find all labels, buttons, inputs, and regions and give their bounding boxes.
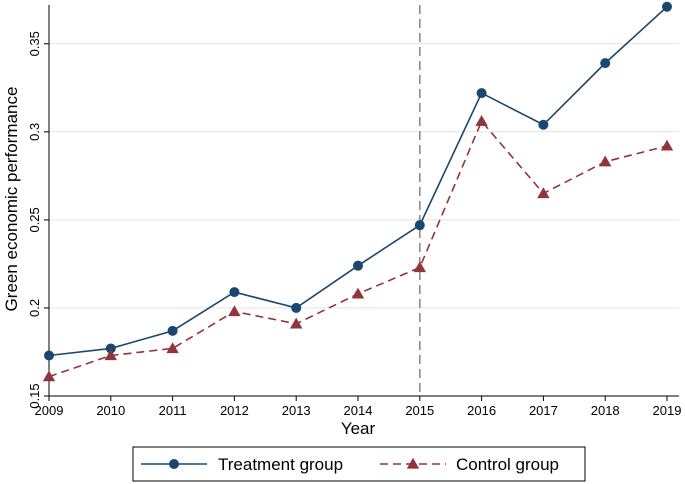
legend-box bbox=[132, 446, 586, 482]
x-tick-label: 2019 bbox=[653, 403, 682, 418]
data-point bbox=[44, 350, 54, 361]
x-tick-label: 2014 bbox=[344, 403, 373, 418]
legend-label: Control group bbox=[456, 455, 559, 474]
data-point bbox=[475, 115, 488, 126]
grid-lines bbox=[49, 43, 679, 309]
x-tick-label: 2018 bbox=[591, 403, 620, 418]
legend: Treatment group Control group bbox=[132, 446, 586, 482]
data-point bbox=[413, 261, 426, 273]
data-point bbox=[353, 260, 363, 271]
data-point bbox=[228, 305, 241, 317]
data-point bbox=[290, 317, 303, 329]
series-line bbox=[48, 119, 668, 378]
x-tick-label: 2016 bbox=[467, 403, 496, 418]
legend-marker bbox=[406, 457, 420, 469]
x-tick-label: 2015 bbox=[405, 403, 434, 418]
x-tick-label: 2017 bbox=[529, 403, 558, 418]
data-point bbox=[476, 88, 487, 99]
series-line bbox=[48, 6, 668, 357]
x-axis-title: Year bbox=[341, 419, 376, 438]
x-tick-label: 2012 bbox=[220, 403, 249, 418]
x-tick-label: 2010 bbox=[96, 403, 125, 418]
x-tick-label: 2009 bbox=[35, 403, 64, 418]
data-point bbox=[229, 287, 240, 298]
y-tick-label: 0.35 bbox=[27, 31, 42, 56]
y-axis-title: Green economic performance bbox=[2, 87, 21, 312]
data-point bbox=[42, 370, 56, 382]
series-control bbox=[42, 115, 674, 382]
data-point bbox=[414, 220, 425, 231]
y-tick-label: 0.3 bbox=[27, 123, 42, 141]
series-treatment bbox=[44, 1, 672, 361]
axes: 0.15 0.2 0.25 0.3 0.35 2009 2010 2011 2012 2013 20… bbox=[27, 5, 681, 418]
data-point bbox=[167, 325, 178, 336]
y-tick-label: 0.25 bbox=[27, 207, 42, 232]
y-tick-label: 0.15 bbox=[27, 383, 42, 408]
data-point bbox=[105, 343, 116, 354]
data-point bbox=[166, 342, 179, 354]
data-point bbox=[660, 139, 674, 151]
data-point bbox=[537, 187, 550, 199]
x-tick-label: 2011 bbox=[159, 403, 187, 418]
data-point bbox=[291, 302, 302, 313]
data-point bbox=[351, 287, 365, 299]
data-point bbox=[538, 119, 549, 130]
x-tick-label: 2013 bbox=[282, 403, 311, 418]
series-group bbox=[42, 1, 674, 382]
data-point bbox=[599, 155, 612, 167]
y-tick-label: 0.2 bbox=[27, 299, 42, 317]
legend-label: Treatment group bbox=[218, 455, 343, 474]
data-point bbox=[104, 349, 117, 361]
legend-marker bbox=[169, 459, 179, 469]
data-point bbox=[662, 1, 672, 12]
data-point bbox=[600, 58, 611, 69]
